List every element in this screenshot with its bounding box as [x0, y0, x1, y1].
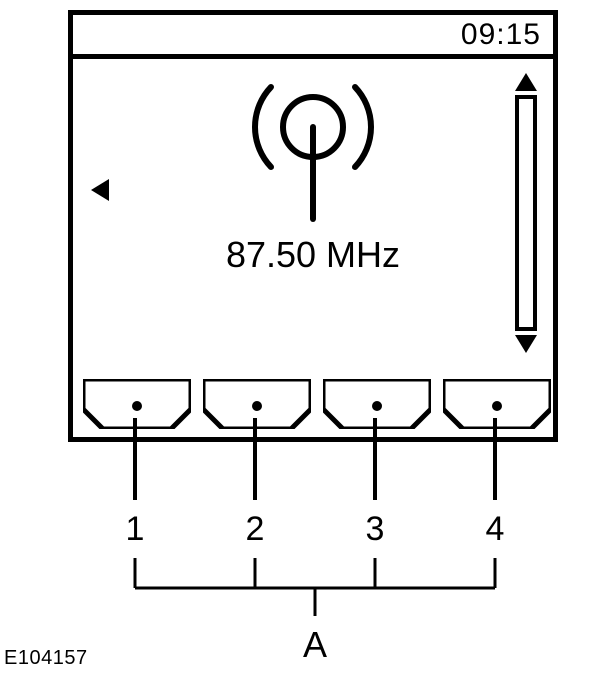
preset-dot — [372, 401, 382, 411]
group-bracket — [120, 558, 510, 618]
preset-button-4[interactable] — [443, 379, 551, 429]
preset-button-2[interactable] — [203, 379, 311, 429]
preset-row — [73, 377, 553, 437]
callout-line-2 — [253, 418, 257, 500]
diagram-canvas: 09:15 87.50 MHz — [0, 0, 615, 680]
preset-dot — [252, 401, 262, 411]
group-label: A — [303, 624, 327, 666]
scroll-track[interactable] — [515, 95, 537, 331]
callout-number-2: 2 — [246, 510, 265, 549]
callout-line-4 — [493, 418, 497, 500]
radio-antenna-icon — [223, 69, 403, 229]
scroll-up-icon[interactable] — [515, 73, 537, 91]
preset-button-1[interactable] — [83, 379, 191, 429]
callout-number-1: 1 — [126, 510, 145, 549]
callout-line-3 — [373, 418, 377, 500]
nav-left-icon[interactable] — [91, 179, 109, 201]
display-area: 87.50 MHz — [73, 59, 553, 437]
preset-button-3[interactable] — [323, 379, 431, 429]
callout-number-4: 4 — [486, 510, 505, 549]
device-frame: 09:15 87.50 MHz — [68, 10, 558, 442]
clock-label: 09:15 — [461, 18, 541, 52]
footer-code: E104157 — [4, 647, 88, 670]
scroll-indicator — [511, 73, 541, 353]
preset-dot — [132, 401, 142, 411]
callout-number-3: 3 — [366, 510, 385, 549]
callout-line-1 — [133, 418, 137, 500]
preset-dot — [492, 401, 502, 411]
scroll-down-icon[interactable] — [515, 335, 537, 353]
frequency-label: 87.50 MHz — [226, 234, 400, 276]
status-bar: 09:15 — [73, 15, 553, 59]
